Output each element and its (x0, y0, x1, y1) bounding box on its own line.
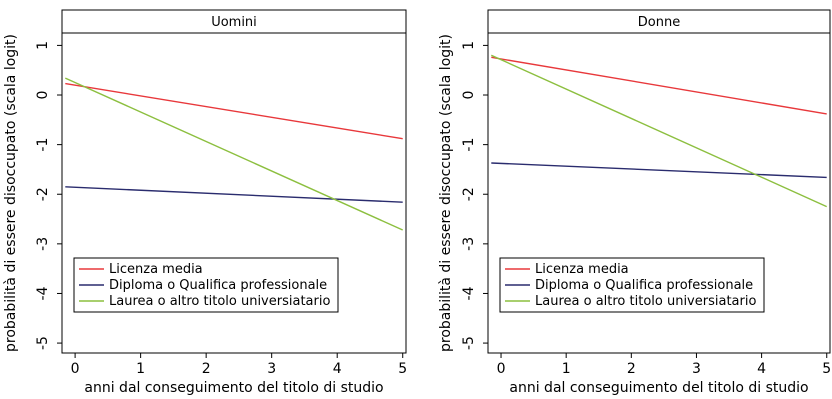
series-line (491, 56, 827, 115)
x-axis-label: anni dal conseguimento del titolo di stu… (509, 380, 808, 396)
y-tick-label: 1 (461, 41, 477, 50)
x-tick-label: 0 (497, 361, 506, 377)
legend-label: Licenza media (535, 262, 629, 277)
series-line (65, 77, 403, 231)
legend-label: Laurea o altro titolo universiatario (109, 294, 330, 309)
legend-box (73, 257, 339, 313)
x-axis-label: anni dal conseguimento del titolo di stu… (84, 380, 383, 396)
y-tick-label: -2 (35, 187, 51, 201)
legend-box (499, 257, 765, 313)
y-tick-label: 0 (461, 91, 477, 100)
legend-label: Laurea o altro titolo universiatario (535, 294, 756, 309)
x-tick-label: 0 (71, 361, 80, 377)
y-tick-label: -1 (461, 138, 477, 152)
x-tick-label: 4 (333, 361, 342, 377)
y-tick-label: -3 (35, 237, 51, 251)
x-tick-label: 3 (267, 361, 276, 377)
y-tick-label: -3 (461, 237, 477, 251)
series-line (491, 162, 827, 179)
y-tick-label: 1 (35, 41, 51, 50)
x-tick-label: 1 (136, 361, 145, 377)
y-tick-label: 0 (35, 91, 51, 100)
y-tick-label: -1 (35, 138, 51, 152)
y-tick-label: -4 (35, 286, 51, 300)
panel-uomini: Uomini 0 1 2 3 4 5 1 0 -1 -2 -3 -4 -5 anni dal consegu… (3, 9, 407, 396)
series-line (491, 54, 827, 208)
x-tick-label: 2 (202, 361, 211, 377)
legend-label: Diploma o Qualifica professionale (109, 278, 327, 293)
panel-title: Donne (638, 15, 680, 30)
legend-label: Licenza media (109, 262, 203, 277)
x-tick-label: 4 (757, 361, 766, 377)
y-tick-label: -2 (461, 187, 477, 201)
series-line (65, 186, 403, 203)
legend-label: Diploma o Qualifica professionale (535, 278, 753, 293)
plot-frame (61, 32, 407, 354)
x-tick-label: 2 (627, 361, 636, 377)
series-line (65, 82, 403, 140)
x-tick-label: 1 (562, 361, 571, 377)
panel-title: Uomini (211, 15, 257, 30)
panel-donne: Donne 0 1 2 3 4 5 1 0 -1 -2 -3 -4 -5 anni dal consegui… (438, 9, 831, 396)
y-tick-label: -5 (35, 336, 51, 350)
x-tick-label: 5 (398, 361, 407, 377)
plot-frame (487, 32, 831, 354)
x-tick-label: 3 (692, 361, 701, 377)
x-tick-label: 5 (822, 361, 831, 377)
y-axis-label: probabilità di essere disoccupato (scala… (3, 34, 19, 352)
y-tick-label: -5 (461, 336, 477, 350)
y-tick-label: -4 (461, 286, 477, 300)
y-axis-label: probabilità di essere disoccupato (scala… (438, 34, 454, 352)
